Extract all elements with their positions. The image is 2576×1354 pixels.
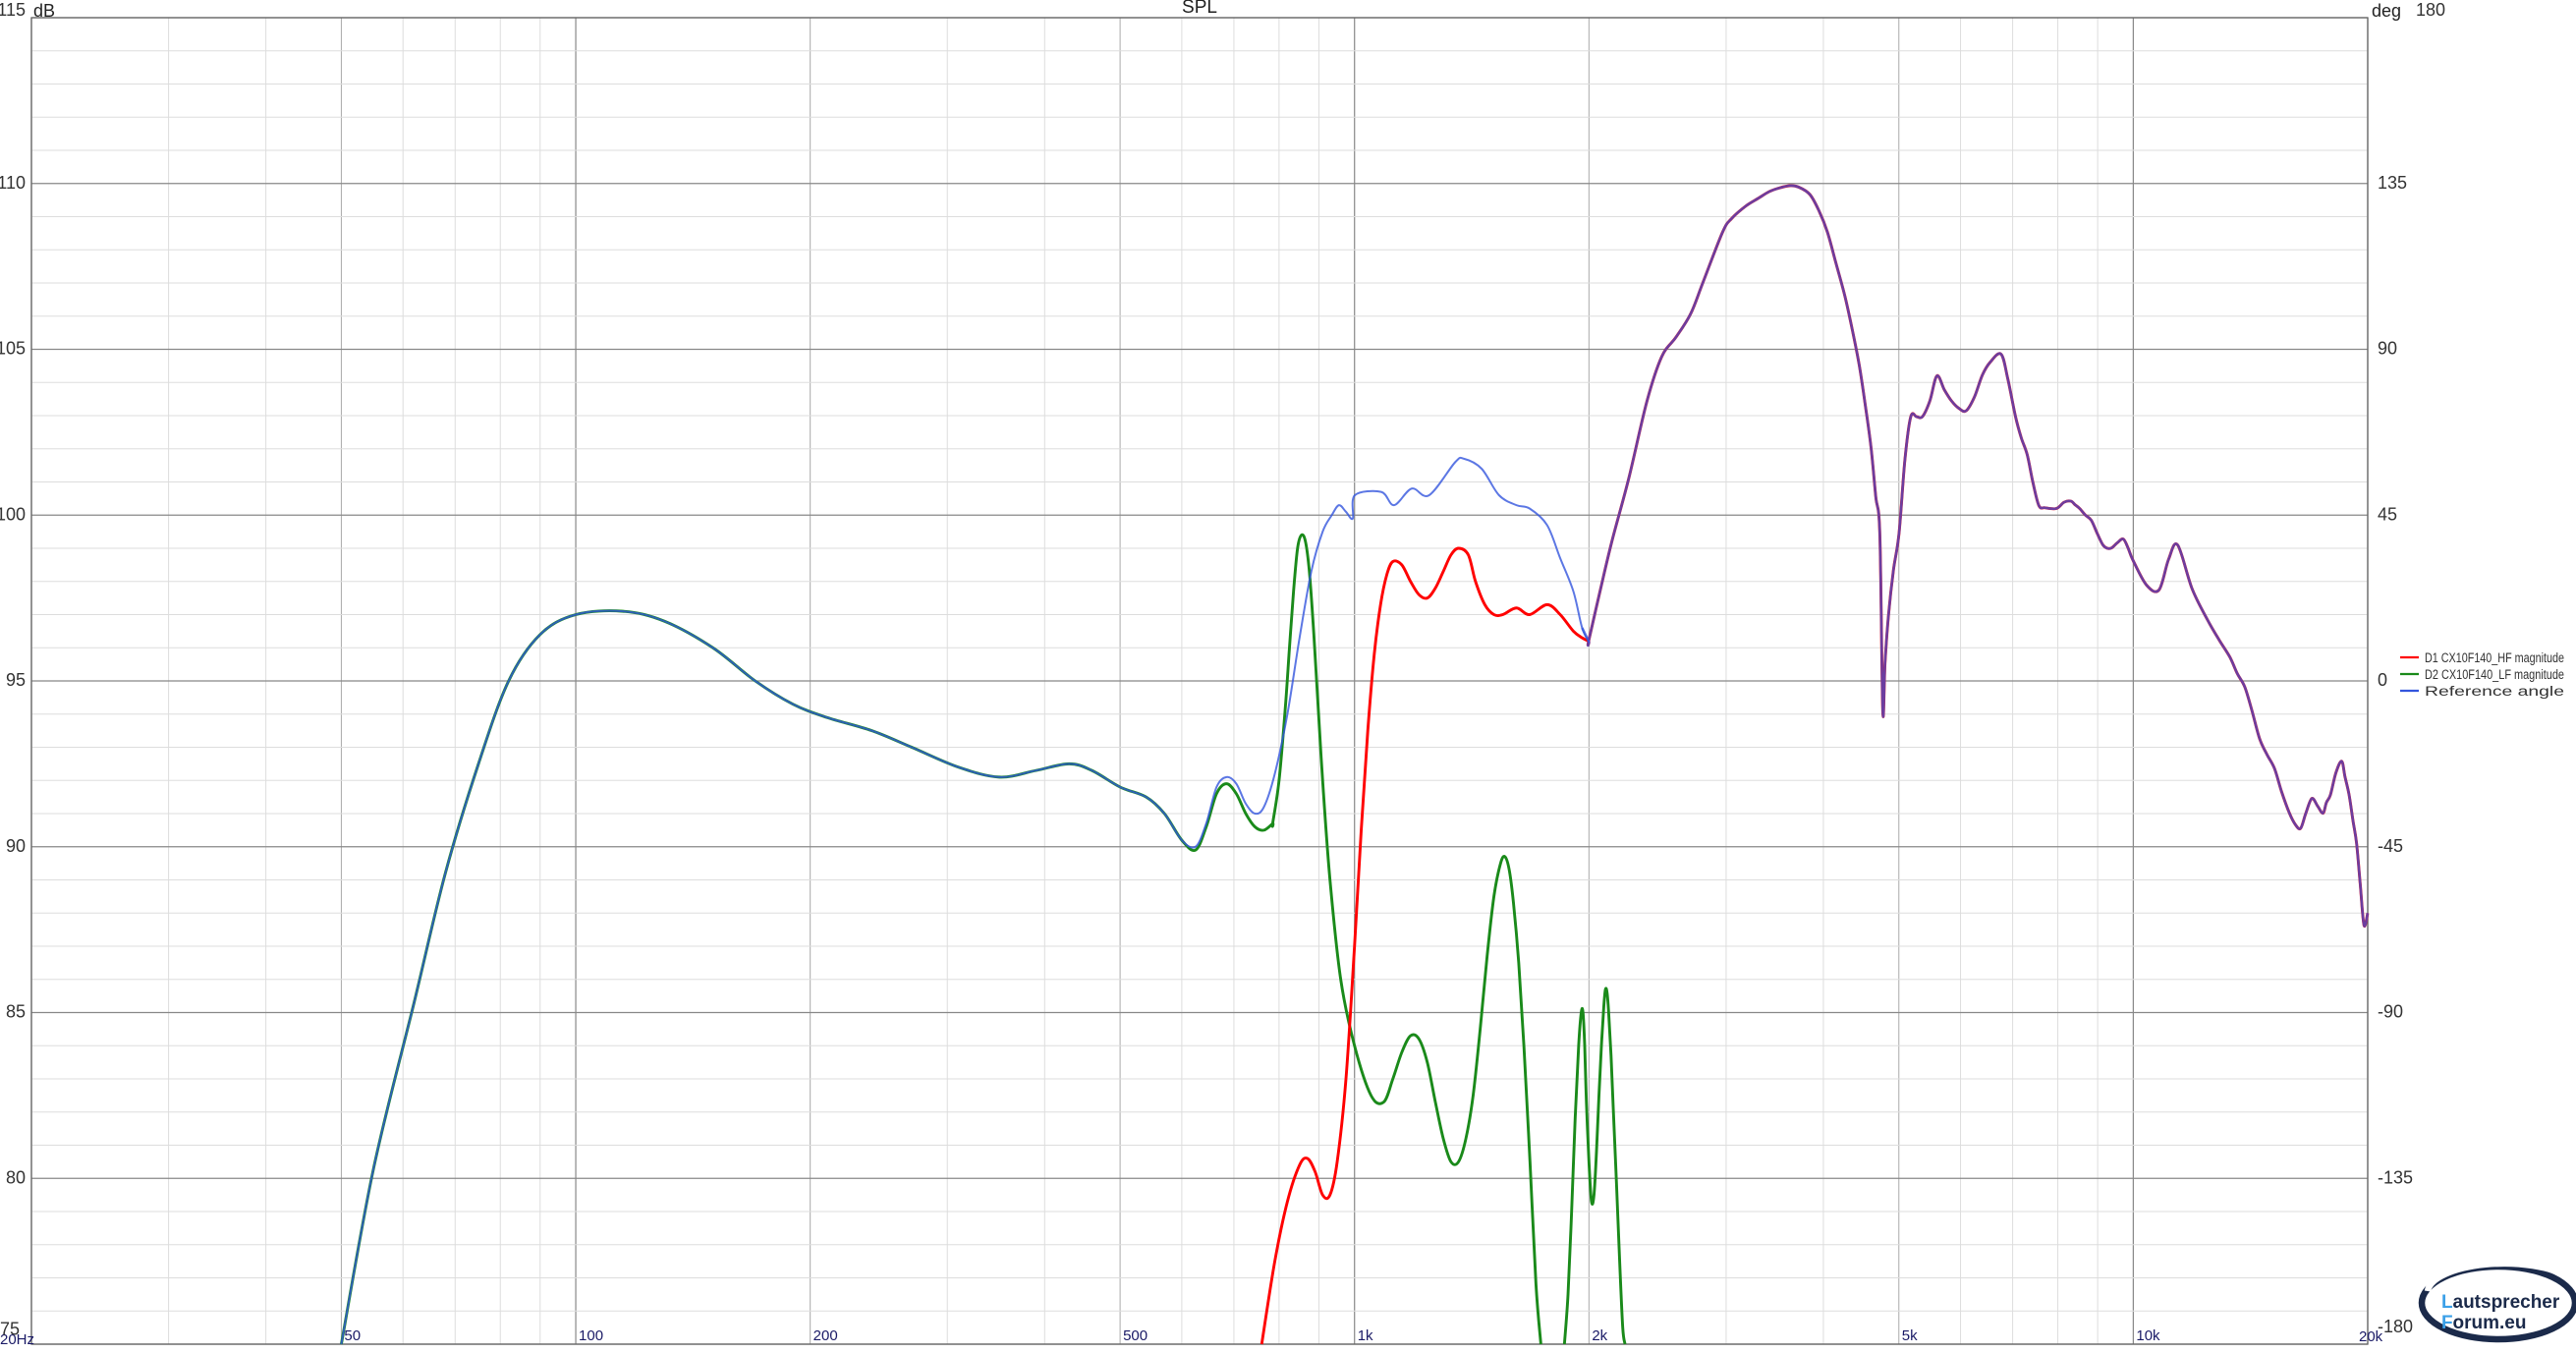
svg-text:105: 105 [0,339,26,359]
svg-text:135: 135 [2378,173,2407,193]
svg-text:180: 180 [2416,0,2445,20]
svg-text:D1 CX10F140_HF magnitude: D1 CX10F140_HF magnitude [2425,650,2564,665]
svg-text:80: 80 [6,1167,26,1187]
svg-text:115: 115 [0,0,26,20]
svg-text:45: 45 [2378,504,2397,524]
svg-text:orum.eu: orum.eu [2453,1313,2527,1333]
svg-text:Reference angle: Reference angle [2425,684,2564,699]
svg-text:200: 200 [813,1327,838,1344]
svg-text:100: 100 [579,1327,603,1344]
svg-text:F: F [2441,1313,2453,1333]
svg-text:-45: -45 [2378,836,2403,856]
svg-text:90: 90 [2378,339,2397,359]
svg-text:110: 110 [0,173,26,193]
svg-text:5k: 5k [1902,1327,1918,1344]
svg-text:0: 0 [2378,670,2387,690]
svg-text:95: 95 [6,670,26,690]
svg-text:75: 75 [0,1320,20,1339]
svg-text:90: 90 [6,836,26,856]
svg-text:500: 500 [1123,1327,1148,1344]
svg-text:10k: 10k [2136,1327,2160,1344]
svg-text:deg: deg [2372,1,2401,21]
svg-text:100: 100 [0,504,26,524]
svg-text:-180: -180 [2378,1317,2413,1336]
svg-text:85: 85 [6,1002,26,1022]
svg-text:autsprecher: autsprecher [2453,1292,2560,1313]
svg-text:SPL: SPL [1182,0,1217,18]
svg-text:50: 50 [344,1327,361,1344]
svg-text:2k: 2k [1592,1327,1607,1344]
svg-text:L: L [2441,1292,2453,1313]
svg-text:dB: dB [33,1,55,21]
svg-text:-90: -90 [2378,1002,2403,1022]
svg-text:D2 CX10F140_LF magnitude: D2 CX10F140_LF magnitude [2425,667,2564,682]
svg-text:1k: 1k [1358,1327,1373,1344]
svg-text:-135: -135 [2378,1167,2413,1187]
